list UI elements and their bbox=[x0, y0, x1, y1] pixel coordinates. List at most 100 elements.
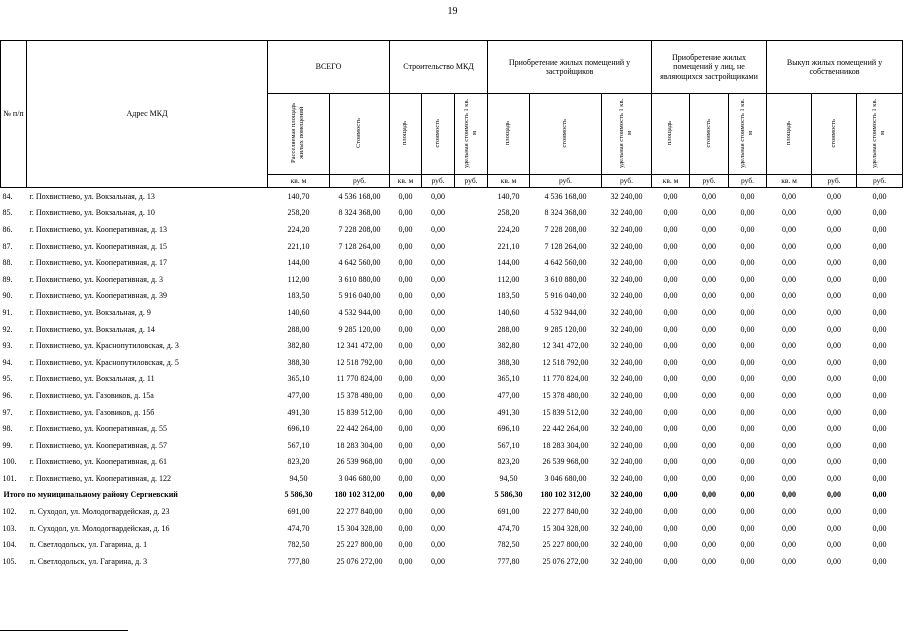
value-cell: 0,00 bbox=[740, 274, 755, 284]
row-address: г. Похвистнево, ул. Кооперативная, д. 15 bbox=[29, 241, 168, 251]
footnote-separator-line bbox=[0, 630, 128, 631]
value-cell bbox=[455, 288, 488, 305]
value-cell: 0,00 bbox=[782, 208, 797, 218]
value-cell: 0,00 bbox=[872, 341, 887, 351]
value-cell: 5 586,30 bbox=[284, 490, 313, 500]
value-cell: 0,00 bbox=[740, 291, 755, 301]
value-cell: 221,10 bbox=[287, 241, 310, 251]
value-cell: 32 240,00 bbox=[610, 540, 643, 550]
value-cell: 0,00 bbox=[431, 241, 446, 251]
value-cell bbox=[455, 387, 488, 404]
value-cell: 823,20 bbox=[497, 457, 520, 467]
value-cell: 0,00 bbox=[431, 258, 446, 268]
table-row: 89. г. Похвистнево, ул. Кооперативная, д.… bbox=[1, 271, 903, 288]
value-cell: 823,20 bbox=[287, 457, 310, 467]
value-cell: 0,00 bbox=[663, 390, 678, 400]
value-cell: 32 240,00 bbox=[610, 241, 643, 251]
value-cell: 0,00 bbox=[431, 507, 446, 517]
value-cell: 0,00 bbox=[872, 490, 887, 500]
row-address: г. Похвистнево, ул. Газовиков, д. 15а bbox=[29, 390, 154, 400]
value-cell: 140,60 bbox=[287, 307, 310, 317]
value-cell: 0,00 bbox=[398, 274, 413, 284]
value-cell: 782,50 bbox=[287, 540, 310, 550]
value-cell: 691,00 bbox=[287, 507, 310, 517]
value-cell: 180 102 312,00 bbox=[540, 490, 591, 500]
value-cell: 0,00 bbox=[827, 291, 842, 301]
value-cell: 0,00 bbox=[872, 241, 887, 251]
unit-cell: кв. м bbox=[389, 174, 423, 188]
table-row: 98. г. Похвистнево, ул. Кооперативная, д.… bbox=[1, 420, 903, 437]
value-cell: 0,00 bbox=[740, 440, 755, 450]
row-address: п. Светлодольск, ул. Гагарина, д. 3 bbox=[29, 556, 148, 566]
row-address: г. Похвистнево, ул. Кооперативная, д. 39 bbox=[29, 291, 168, 301]
value-cell: 691,00 bbox=[497, 507, 520, 517]
value-cell: 32 240,00 bbox=[610, 357, 643, 367]
value-cell: 0,00 bbox=[663, 457, 678, 467]
value-cell: 144,00 bbox=[287, 258, 310, 268]
value-cell: 32 240,00 bbox=[610, 390, 643, 400]
value-cell: 0,00 bbox=[872, 540, 887, 550]
table-row: 105. п. Светлодольск, ул. Гагарина, д. 3 7… bbox=[1, 553, 903, 570]
row-number: 84. bbox=[2, 191, 13, 201]
value-cell: 0,00 bbox=[702, 208, 717, 218]
value-cell: 7 228 208,00 bbox=[544, 224, 587, 234]
table-row: 90. г. Похвистнево, ул. Кооперативная, д.… bbox=[1, 288, 903, 305]
value-cell: 15 304 328,00 bbox=[542, 523, 589, 533]
value-cell: 15 378 480,00 bbox=[336, 390, 383, 400]
value-cell: 0,00 bbox=[827, 357, 842, 367]
value-cell: 0,00 bbox=[782, 407, 797, 417]
value-cell: 0,00 bbox=[782, 556, 797, 566]
value-cell: 0,00 bbox=[431, 473, 446, 483]
value-cell: 0,00 bbox=[827, 440, 842, 450]
value-cell: 32 240,00 bbox=[610, 191, 643, 201]
value-cell: 4 532 944,00 bbox=[338, 307, 381, 317]
value-cell: 0,00 bbox=[431, 523, 446, 533]
value-cell: 0,00 bbox=[663, 357, 678, 367]
row-address: г. Похвистнево, ул. Вокзальная, д. 9 bbox=[29, 307, 151, 317]
value-cell bbox=[455, 238, 488, 255]
row-number: 105. bbox=[2, 556, 17, 566]
value-cell: 0,00 bbox=[431, 540, 446, 550]
value-cell: 5 916 040,00 bbox=[338, 291, 381, 301]
unit-cell: руб. bbox=[811, 174, 858, 188]
value-cell: 0,00 bbox=[702, 490, 717, 500]
value-cell: 0,00 bbox=[431, 440, 446, 450]
rotated-label: площадь bbox=[401, 120, 409, 145]
value-cell: 0,00 bbox=[827, 490, 842, 500]
value-cell: 0,00 bbox=[827, 507, 842, 517]
value-cell: 0,00 bbox=[398, 390, 413, 400]
value-cell: 0,00 bbox=[702, 357, 717, 367]
row-number: 97. bbox=[2, 407, 13, 417]
row-number: 92. bbox=[2, 324, 13, 334]
table-row: 88. г. Похвистнево, ул. Кооперативная, д.… bbox=[1, 254, 903, 271]
value-cell: 0,00 bbox=[872, 473, 887, 483]
row-address: г. Похвистнево, ул. Кооперативная, д. 3 bbox=[29, 274, 164, 284]
value-cell: 8 324 368,00 bbox=[544, 208, 587, 218]
value-cell: 26 539 968,00 bbox=[542, 457, 589, 467]
table-row: 94. г. Похвистнево, ул. Краснопутиловская… bbox=[1, 354, 903, 371]
table-row: 84. г. Похвистнево, ул. Вокзальная, д. 13… bbox=[1, 188, 903, 205]
rotated-label: площадь bbox=[784, 120, 792, 145]
value-cell: 25 076 272,00 bbox=[336, 556, 383, 566]
row-address: г. Похвистнево, ул. Вокзальная, д. 14 bbox=[29, 324, 155, 334]
value-cell bbox=[455, 487, 488, 504]
subheader-dev-unitcost: удельная стоимость 1 кв. м bbox=[601, 93, 653, 175]
value-cell: 696,10 bbox=[287, 424, 310, 434]
value-cell: 0,00 bbox=[431, 374, 446, 384]
value-cell: 0,00 bbox=[398, 208, 413, 218]
value-cell: 0,00 bbox=[431, 424, 446, 434]
row-address: г. Похвистнево, ул. Вокзальная, д. 13 bbox=[29, 191, 155, 201]
value-cell: 0,00 bbox=[431, 457, 446, 467]
page-number: 19 bbox=[447, 6, 458, 17]
group-header-total: ВСЕГО bbox=[266, 40, 391, 94]
value-cell: 0,00 bbox=[702, 507, 717, 517]
value-cell: 0,00 bbox=[431, 357, 446, 367]
value-cell: 0,00 bbox=[702, 457, 717, 467]
value-cell: 288,00 bbox=[287, 324, 310, 334]
value-cell: 0,00 bbox=[431, 556, 446, 566]
value-cell: 7 128 264,00 bbox=[544, 241, 587, 251]
value-cell: 0,00 bbox=[740, 407, 755, 417]
value-cell: 0,00 bbox=[398, 473, 413, 483]
group-header-purchase-developers: Приобретение жилых помещений у застройщи… bbox=[487, 40, 653, 94]
value-cell: 22 277 840,00 bbox=[542, 507, 589, 517]
